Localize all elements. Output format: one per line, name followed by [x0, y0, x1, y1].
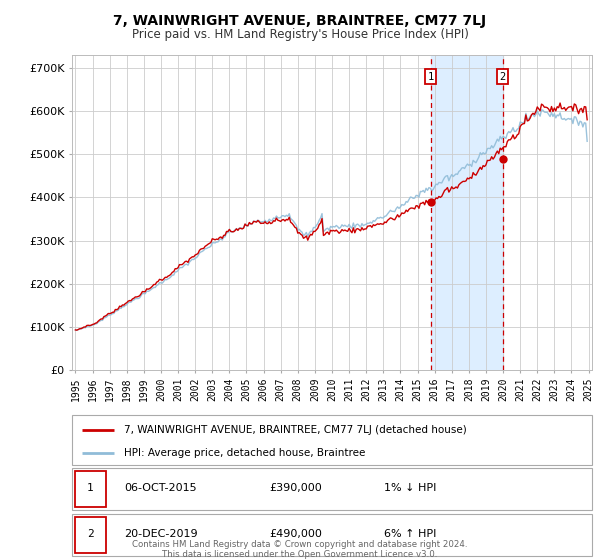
Text: 06-OCT-2015: 06-OCT-2015 — [124, 483, 197, 493]
Text: 1% ↓ HPI: 1% ↓ HPI — [384, 483, 436, 493]
Text: 1: 1 — [428, 72, 434, 82]
Text: 20-DEC-2019: 20-DEC-2019 — [124, 529, 197, 539]
Text: 2: 2 — [87, 529, 94, 539]
Bar — [431, 55, 503, 370]
Text: 7, WAINWRIGHT AVENUE, BRAINTREE, CM77 7LJ: 7, WAINWRIGHT AVENUE, BRAINTREE, CM77 7L… — [113, 14, 487, 28]
FancyBboxPatch shape — [74, 470, 106, 507]
Text: This data is licensed under the Open Government Licence v3.0.: This data is licensed under the Open Gov… — [163, 550, 437, 559]
FancyBboxPatch shape — [72, 415, 592, 465]
Text: 6% ↑ HPI: 6% ↑ HPI — [384, 529, 436, 539]
Text: 1: 1 — [87, 483, 94, 493]
Text: 7, WAINWRIGHT AVENUE, BRAINTREE, CM77 7LJ (detached house): 7, WAINWRIGHT AVENUE, BRAINTREE, CM77 7L… — [124, 425, 467, 435]
Text: Price paid vs. HM Land Registry's House Price Index (HPI): Price paid vs. HM Land Registry's House … — [131, 28, 469, 41]
FancyBboxPatch shape — [74, 516, 106, 553]
Text: HPI: Average price, detached house, Braintree: HPI: Average price, detached house, Brai… — [124, 447, 365, 458]
Text: £390,000: £390,000 — [269, 483, 322, 493]
FancyBboxPatch shape — [72, 514, 592, 556]
Text: 2: 2 — [499, 72, 506, 82]
Text: £490,000: £490,000 — [269, 529, 322, 539]
FancyBboxPatch shape — [72, 468, 592, 510]
Text: Contains HM Land Registry data © Crown copyright and database right 2024.: Contains HM Land Registry data © Crown c… — [132, 540, 468, 549]
